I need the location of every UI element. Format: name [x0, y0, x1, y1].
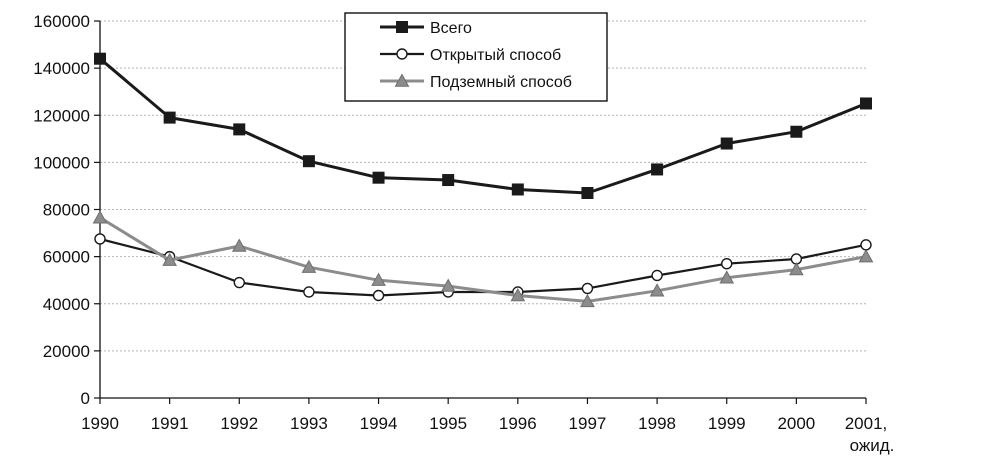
series-1-point-10 — [790, 125, 803, 138]
x-tick-label-line: 1996 — [499, 414, 537, 433]
series-1-point-5 — [442, 174, 455, 187]
x-tick-label-line: 1998 — [638, 414, 676, 433]
y-tick-label-160000: 160000 — [33, 12, 90, 31]
series-2-point-11 — [860, 239, 872, 251]
series-2-point-3 — [303, 286, 315, 298]
series-3-point-0 — [92, 210, 108, 224]
y-tick-label-20000: 20000 — [43, 342, 90, 361]
axes — [94, 20, 867, 404]
series-3 — [92, 210, 874, 308]
x-tick-label-line: 1994 — [360, 414, 398, 433]
series-3-point-6 — [510, 287, 526, 302]
series-3-point-8 — [649, 283, 665, 297]
y-tick-label-80000: 80000 — [43, 201, 90, 220]
x-tick-label-line: 2000 — [777, 414, 815, 433]
y-tick-labels: 0 20000 40000 60000 80000 100000 120000 140000 1… — [33, 12, 90, 408]
x-tick-label-line: ожид. — [850, 436, 895, 455]
x-tick-label-1994: 1994 — [360, 414, 398, 433]
series-3-point-3 — [301, 259, 317, 273]
legend-swatch-marker-2 — [396, 48, 408, 60]
x-tick-label-line: 2001, — [845, 414, 888, 433]
x-tick-label-line: 1992 — [220, 414, 258, 433]
series-1-point-1 — [163, 111, 176, 124]
series-3-point-5 — [440, 278, 456, 292]
x-tick-label-line: 1990 — [81, 414, 119, 433]
y-tick-label-140000: 140000 — [33, 59, 90, 78]
series-2-point-8 — [651, 269, 663, 282]
series-3-point-7 — [580, 293, 595, 308]
y-tick-label-100000: 100000 — [33, 153, 90, 172]
x-tick-label-line: 1993 — [290, 414, 328, 433]
x-tick-label-1999: 1999 — [708, 414, 746, 433]
series-2-line — [99, 237, 867, 297]
x-tick-label-1998: 1998 — [638, 414, 676, 433]
y-tick-label-120000: 120000 — [33, 106, 90, 125]
legend-label-3: Подземный способ — [430, 74, 572, 91]
series-1-point-3 — [302, 155, 315, 168]
legend-swatch-marker-3 — [394, 73, 410, 87]
x-tick-label-line: 1991 — [151, 414, 189, 433]
series-2-point-7 — [581, 282, 594, 295]
y-tick-label-40000: 40000 — [43, 295, 90, 314]
x-tick-label-1990: 1990 — [81, 414, 119, 433]
legend-label-1: Всего — [430, 20, 472, 37]
x-tick-label-1992: 1992 — [220, 414, 258, 433]
y-tick-label-60000: 60000 — [43, 248, 90, 267]
series-1-point-4 — [372, 171, 385, 184]
series-1-point-7 — [581, 187, 594, 200]
x-tick-label-line: 1995 — [429, 414, 467, 433]
x-tick-label-1993: 1993 — [290, 414, 328, 433]
series-3-point-1 — [162, 252, 177, 266]
series-1-line — [99, 57, 867, 195]
series-2-point-9 — [721, 257, 733, 270]
x-tick-label-2001: 2001, ожид. — [845, 414, 895, 455]
series-lines — [92, 52, 874, 308]
legend-entry-2: Открытый способ — [380, 47, 561, 64]
x-tick-label-2000: 2000 — [777, 414, 815, 433]
x-tick-label-line: 1997 — [569, 414, 607, 433]
legend: Всего Открытый способ Подземный способ — [344, 12, 608, 102]
legend-label-2: Открытый способ — [430, 47, 561, 64]
legend-swatch-marker-1 — [396, 21, 408, 33]
legend-entry-1: Всего — [380, 20, 472, 37]
x-tick-label-1996: 1996 — [499, 414, 537, 433]
series-1-point-2 — [233, 123, 246, 136]
series-3-point-4 — [371, 272, 386, 286]
series-3-point-11 — [858, 249, 874, 263]
x-tick-label-line: 1999 — [708, 414, 746, 433]
series-2-point-0 — [94, 233, 106, 245]
series-3-point-2 — [231, 238, 247, 252]
x-tick-labels: 1990 1991 1992 1993 1994 1995 1996 1997 1998 1999… — [81, 414, 894, 455]
series-1 — [94, 52, 872, 200]
legend-entry-3: Подземный способ — [380, 73, 572, 91]
series-2-point-2 — [233, 276, 245, 289]
series-2-point-4 — [372, 289, 385, 302]
series-3-line — [99, 216, 867, 303]
series-1-point-9 — [720, 137, 733, 150]
series-1-point-11 — [860, 97, 872, 110]
x-tick-label-1991: 1991 — [151, 414, 189, 433]
series-1-point-6 — [511, 183, 524, 196]
series-1-point-0 — [94, 52, 106, 65]
series-3-point-9 — [719, 270, 735, 284]
series-1-point-8 — [651, 163, 664, 176]
x-tick-label-1995: 1995 — [429, 414, 467, 433]
x-tick-label-1997: 1997 — [569, 414, 607, 433]
y-tick-label-0: 0 — [81, 389, 90, 408]
series-3-point-10 — [789, 262, 804, 276]
